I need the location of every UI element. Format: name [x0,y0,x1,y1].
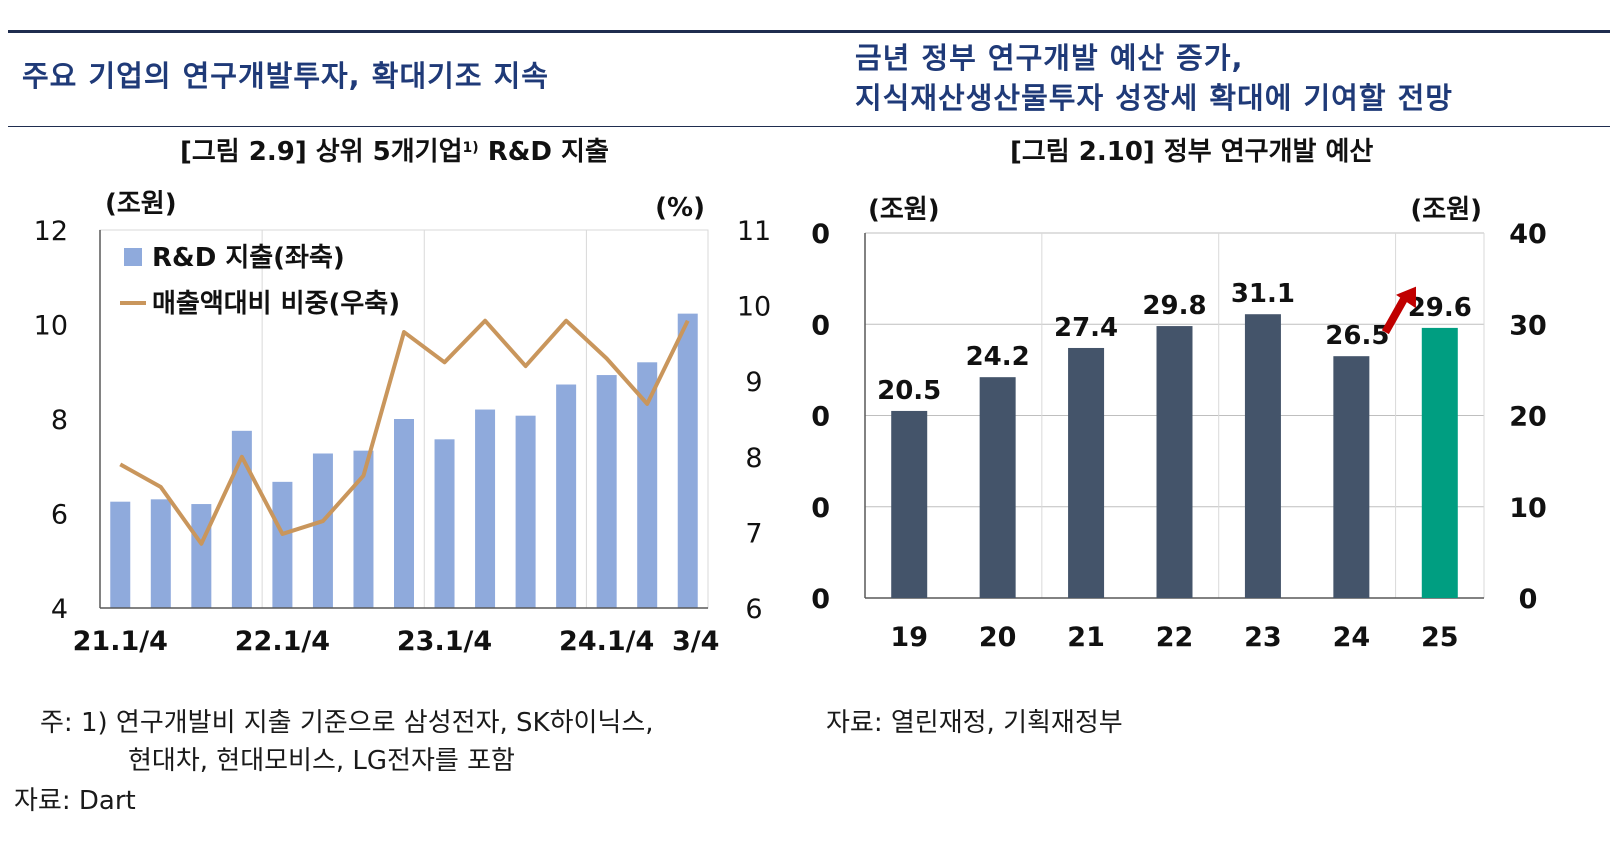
bar-rd-6 [353,450,374,608]
ytick-left-2: 8 [51,405,68,436]
ytick-left-3: 30 [810,310,830,341]
xtick-25: 25 [1421,622,1459,653]
figure-2-9-title: [그림 2.9] 상위 5개기업1) R&D 지출 [180,137,609,167]
ytick-left-2: 20 [810,402,830,433]
value-label-23: 31.1 [1231,279,1295,309]
xtick-1: 22.1/4 [235,626,330,657]
ytick-right-2: 20 [1509,402,1547,433]
xtick-19: 19 [890,622,928,653]
bar-rd-0 [110,501,131,608]
ytick-right-0: 0 [1519,584,1538,615]
ytick-right-1: 10 [1509,493,1547,524]
bar-rd-8 [434,439,455,608]
ytick-left-3: 10 [34,311,68,342]
bar-rd-12 [596,375,617,608]
xtick-2: 23.1/4 [397,626,492,657]
rd-expenditure-chart: 4 6 8 10 12 6 7 8 9 10 11 (조원) (%) 21.1/4 22.1/4 23.1/4… [34,190,772,657]
bar-budget-25 [1421,327,1458,598]
ytick-left-4: 40 [810,219,830,250]
right-axis-unit: (%) [655,193,705,223]
figure-2-9-title-sup: 1) [462,140,479,156]
bar-budget-20 [979,377,1016,598]
left-axis-unit: (조원) [868,195,940,225]
figure-2-10-source: 자료: 열린재정, 기획재정부 [826,708,1123,738]
ytick-left-4: 12 [34,216,68,247]
bar-budget-21 [1068,347,1105,598]
ytick-right-1: 7 [745,518,762,549]
bar-rd-14 [677,313,698,608]
top-rule [8,30,1610,33]
headline-right-line1: 금년 정부 연구개발 예산 증가, [855,41,1244,75]
gov-rd-budget-chart: 20.5 19 24.2 20 27.4 21 29.8 22 31.1 23 26.5 24 29.6… [810,195,1547,653]
bar-rd-1 [150,499,171,608]
xtick-21: 21 [1067,622,1105,653]
ytick-right-5: 11 [737,216,771,247]
headline-right-line2: 지식재산생산물투자 성장세 확대에 기여할 전망 [855,81,1453,115]
headline-left: 주요 기업의 연구개발투자, 확대기조 지속 [22,59,549,93]
value-label-22: 29.8 [1142,291,1206,321]
headline-right: 금년 정부 연구개발 예산 증가, 지식재산생산물투자 성장세 확대에 기여할 … [855,38,1453,118]
xtick-20: 20 [979,622,1017,653]
value-label-21: 27.4 [1054,313,1118,343]
bar-budget-23 [1244,314,1281,598]
bar-rd-4 [272,481,293,608]
ytick-left-1: 10 [810,493,830,524]
xtick-24: 24 [1333,622,1371,653]
ytick-left-0: 4 [51,594,68,625]
xtick-22: 22 [1156,622,1194,653]
bar-rd-7 [394,419,414,608]
bar-rd-11 [556,384,577,608]
value-label-19: 20.5 [877,376,941,406]
middle-rule [8,126,1610,127]
bar-rd-9 [475,409,496,608]
xtick-4: 3/4 [672,626,719,657]
figure-2-10-title: [그림 2.10] 정부 연구개발 예산 [1010,137,1374,167]
legend-label-bar: R&D 지출(좌축) [152,243,345,273]
legend-label-line: 매출액대비 비중(우축) [152,289,400,319]
figure-2-9-note-line1: 주: 1) 연구개발비 지출 기준으로 삼성전자, SK하이닉스, [40,708,654,738]
bar-rd-2 [191,504,212,608]
legend-swatch-bar [124,248,142,266]
ytick-right-3: 30 [1509,310,1547,341]
bar-budget-22 [1156,326,1193,598]
figure-2-9-note-line2: 현대차, 현대모비스, LG전자를 포함 [128,746,515,776]
ytick-right-2: 8 [745,443,762,474]
left-axis-unit: (조원) [105,190,177,219]
xtick-23: 23 [1244,622,1282,653]
ytick-right-4: 10 [737,292,771,323]
line-sales-ratio [119,318,690,546]
figure-2-9-source: 자료: Dart [14,786,136,816]
value-label-20: 24.2 [966,342,1030,372]
ytick-right-3: 9 [745,367,762,398]
value-label-25: 29.6 [1408,293,1472,323]
bar-rd-13 [637,362,658,608]
value-label-24: 26.5 [1325,321,1389,351]
ytick-right-4: 40 [1509,219,1547,250]
bar-budget-19 [891,410,928,598]
arrow-shaft [1381,293,1410,335]
right-axis-unit: (조원) [1410,195,1482,225]
ytick-right-0: 6 [745,594,762,625]
bar-rd-5 [312,453,333,608]
figure-2-9-title-prefix: [그림 2.9] 상위 5개기업 [180,137,463,167]
xtick-0: 21.1/4 [73,626,168,657]
bar-rd-10 [515,415,536,608]
ytick-left-0: 0 [811,584,830,615]
arrow-icon [1396,286,1417,309]
xtick-3: 24.1/4 [559,626,654,657]
ytick-left-1: 6 [51,500,68,531]
figure-2-9-title-suffix: R&D 지출 [478,137,609,167]
bar-budget-24 [1333,356,1370,598]
bar-rd-3 [231,430,252,608]
